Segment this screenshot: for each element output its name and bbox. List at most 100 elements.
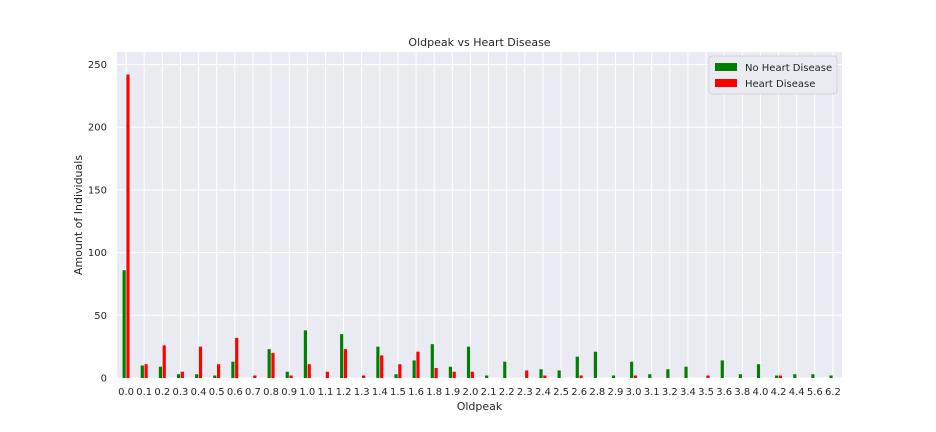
bar-no-heart-disease bbox=[394, 374, 398, 378]
bar-heart-disease bbox=[180, 371, 184, 378]
bar-heart-disease bbox=[361, 375, 366, 378]
bar-heart-disease bbox=[416, 351, 420, 378]
bar-no-heart-disease bbox=[213, 375, 217, 378]
x-tick-label: 1.6 bbox=[408, 387, 424, 398]
bar-heart-disease bbox=[579, 375, 583, 378]
bar-no-heart-disease bbox=[376, 346, 380, 378]
x-tick-label: 0.3 bbox=[172, 387, 188, 398]
bar-heart-disease bbox=[271, 352, 275, 378]
legend: No Heart Disease Heart Disease bbox=[708, 55, 838, 95]
grid-lines bbox=[117, 52, 842, 379]
x-tick-label: 0.7 bbox=[245, 387, 261, 398]
bar-no-heart-disease bbox=[575, 356, 579, 378]
x-tick-label: 2.6 bbox=[571, 387, 587, 398]
x-tick-label: 5.6 bbox=[807, 387, 823, 398]
bar-no-heart-disease bbox=[775, 375, 779, 378]
x-tick-label: 1.4 bbox=[372, 387, 388, 398]
bar-no-heart-disease bbox=[630, 361, 634, 378]
bar-heart-disease bbox=[525, 370, 529, 378]
y-tick-label: 150 bbox=[88, 185, 107, 196]
legend-swatch bbox=[715, 79, 737, 87]
bar-no-heart-disease bbox=[430, 344, 434, 378]
bar-heart-disease bbox=[253, 375, 257, 378]
y-tick-label: 100 bbox=[88, 248, 107, 259]
x-tick-label: 3.2 bbox=[662, 387, 678, 398]
bar-no-heart-disease bbox=[466, 346, 471, 378]
x-tick-label: 1.9 bbox=[444, 387, 460, 398]
bar-no-heart-disease bbox=[140, 365, 144, 378]
bar-no-heart-disease bbox=[611, 375, 616, 378]
x-tick-label: 2.5 bbox=[553, 387, 569, 398]
bar-no-heart-disease bbox=[176, 374, 181, 378]
bar-heart-disease bbox=[198, 346, 203, 378]
bar-heart-disease bbox=[470, 371, 474, 378]
bar-heart-disease bbox=[325, 371, 329, 378]
x-tick-label: 3.8 bbox=[734, 387, 750, 398]
x-tick-label: 0.8 bbox=[263, 387, 279, 398]
x-tick-label: 1.0 bbox=[299, 387, 315, 398]
x-tick-label: 2.1 bbox=[481, 387, 497, 398]
bar-heart-disease bbox=[307, 364, 311, 378]
bar-heart-disease bbox=[398, 364, 402, 378]
bar-heart-disease bbox=[343, 349, 348, 378]
bar-heart-disease bbox=[434, 367, 438, 378]
bar-no-heart-disease bbox=[285, 371, 289, 378]
bar-heart-disease bbox=[633, 375, 638, 378]
bar-no-heart-disease bbox=[720, 360, 724, 378]
bar-heart-disease bbox=[235, 337, 239, 378]
y-axis-label: Amount of Individuals bbox=[72, 155, 85, 275]
bar-no-heart-disease bbox=[557, 370, 561, 378]
x-tick-label: 2.8 bbox=[589, 387, 605, 398]
bar-no-heart-disease bbox=[485, 375, 489, 378]
x-tick-label: 2.4 bbox=[535, 387, 551, 398]
x-tick-label: 3.1 bbox=[644, 387, 660, 398]
bar-no-heart-disease bbox=[756, 364, 761, 378]
y-tick-label: 50 bbox=[94, 311, 107, 322]
bar-no-heart-disease bbox=[684, 366, 688, 378]
bar-heart-disease bbox=[380, 355, 384, 378]
x-tick-label: 3.5 bbox=[698, 387, 714, 398]
x-tick-label: 2.3 bbox=[517, 387, 533, 398]
bar-heart-disease bbox=[289, 375, 293, 378]
bar-no-heart-disease bbox=[448, 366, 453, 378]
chart-title: Oldpeak vs Heart Disease bbox=[408, 36, 550, 49]
bar-no-heart-disease bbox=[412, 360, 416, 378]
x-tick-label: 3.0 bbox=[626, 387, 642, 398]
x-axis-ticks: 0.0 0.1 0.2 0.3 0.4 0.5 0.6 0.7 0.8 0.9 1.0 1.1 1.2 1… bbox=[118, 387, 841, 398]
bars bbox=[122, 74, 833, 379]
bar-no-heart-disease bbox=[158, 366, 163, 378]
x-tick-label: 0.5 bbox=[209, 387, 225, 398]
x-tick-label: 4.4 bbox=[789, 387, 805, 398]
bar-no-heart-disease bbox=[738, 374, 743, 378]
bar-no-heart-disease bbox=[267, 349, 271, 378]
x-tick-label: 6.2 bbox=[825, 387, 841, 398]
x-tick-label: 1.3 bbox=[354, 387, 370, 398]
legend-box bbox=[708, 55, 838, 95]
x-tick-label: 2.2 bbox=[499, 387, 515, 398]
bar-no-heart-disease bbox=[793, 374, 797, 378]
legend-swatch bbox=[715, 63, 737, 71]
bar-no-heart-disease bbox=[829, 375, 833, 378]
x-tick-label: 3.6 bbox=[716, 387, 732, 398]
bar-heart-disease bbox=[452, 371, 456, 378]
bar-no-heart-disease bbox=[303, 330, 308, 378]
x-tick-label: 1.8 bbox=[426, 387, 442, 398]
bar-heart-disease bbox=[126, 74, 130, 379]
y-tick-label: 0 bbox=[101, 374, 107, 385]
x-tick-label: 0.2 bbox=[154, 387, 170, 398]
x-tick-label: 0.9 bbox=[281, 387, 297, 398]
bar-no-heart-disease bbox=[666, 369, 670, 378]
bar-heart-disease bbox=[778, 375, 783, 378]
x-tick-label: 0.4 bbox=[191, 387, 207, 398]
x-tick-label: 0.6 bbox=[227, 387, 243, 398]
x-tick-label: 2.0 bbox=[462, 387, 478, 398]
bar-no-heart-disease bbox=[648, 374, 652, 378]
x-tick-label: 3.4 bbox=[680, 387, 696, 398]
legend-label: No Heart Disease bbox=[745, 63, 832, 74]
bar-no-heart-disease bbox=[122, 270, 126, 378]
x-axis-label: Oldpeak bbox=[457, 400, 503, 413]
y-axis-ticks: 0 50 100 150 200 250 bbox=[88, 60, 107, 384]
bar-no-heart-disease bbox=[539, 369, 543, 378]
x-tick-label: 1.1 bbox=[317, 387, 333, 398]
